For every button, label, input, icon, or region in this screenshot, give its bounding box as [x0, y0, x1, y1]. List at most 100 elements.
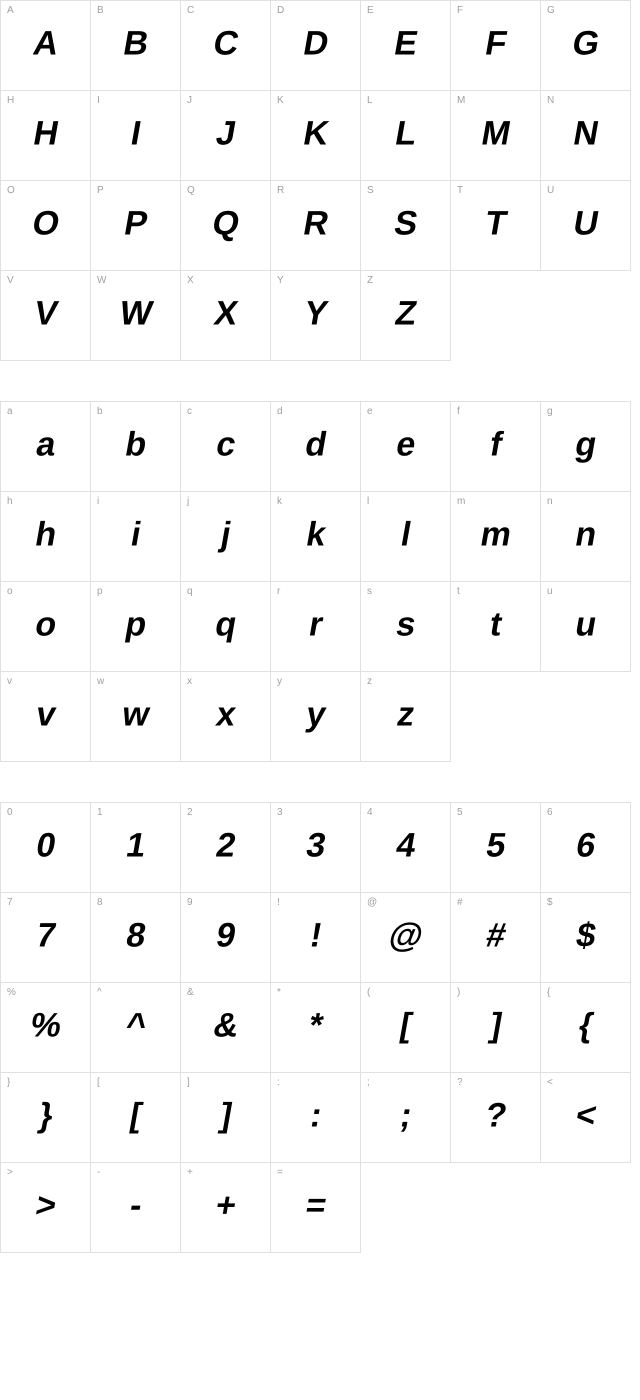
- cell-glyph: $: [573, 916, 599, 955]
- glyph-cell: GG: [541, 1, 631, 91]
- cell-label: S: [367, 185, 374, 196]
- cell-label: F: [457, 5, 463, 16]
- cell-label: N: [547, 95, 554, 106]
- cell-glyph: T: [482, 204, 510, 243]
- cell-glyph: u: [572, 605, 600, 644]
- glyph-cell: nn: [541, 492, 631, 582]
- glyph-cell: 55: [451, 803, 541, 893]
- glyph-cell: hh: [1, 492, 91, 582]
- cell-glyph: >: [32, 1186, 59, 1225]
- glyph-cell: 77: [1, 893, 91, 983]
- cell-glyph: K: [300, 114, 331, 153]
- glyph-grid: 00112233445566778899!!@@##$$%%^^&&**([)]…: [0, 802, 631, 1253]
- cell-glyph: C: [210, 24, 241, 63]
- glyph-cell: EE: [361, 1, 451, 91]
- cell-glyph: B: [120, 24, 151, 63]
- cell-label: }: [7, 1077, 10, 1088]
- cell-glyph: j: [217, 515, 233, 554]
- glyph-cell: 99: [181, 893, 271, 983]
- cell-label: V: [7, 275, 14, 286]
- cell-glyph: 8: [123, 916, 149, 955]
- cell-label: x: [187, 676, 192, 687]
- glyph-cell: DD: [271, 1, 361, 91]
- cell-glyph: D: [300, 24, 331, 63]
- cell-glyph: n: [572, 515, 600, 554]
- cell-glyph: M: [478, 114, 513, 153]
- cell-glyph: b: [122, 425, 150, 464]
- cell-label: p: [97, 586, 103, 597]
- cell-label: %: [7, 987, 16, 998]
- cell-glyph: w: [119, 695, 152, 734]
- glyph-cell: 00: [1, 803, 91, 893]
- cell-label: 9: [187, 897, 193, 908]
- cell-label: ): [457, 987, 460, 998]
- cell-glyph: N: [570, 114, 601, 153]
- cell-glyph: l: [397, 515, 413, 554]
- cell-label: I: [97, 95, 100, 106]
- glyph-cell: XX: [181, 271, 271, 361]
- cell-label: Y: [277, 275, 284, 286]
- cell-label: E: [367, 5, 374, 16]
- glyph-cell: ss: [361, 582, 451, 672]
- cell-label: G: [547, 5, 555, 16]
- cell-glyph: !: [306, 916, 324, 955]
- glyph-cell: ii: [91, 492, 181, 582]
- cell-glyph: J: [213, 114, 239, 153]
- glyph-cell: gg: [541, 402, 631, 492]
- cell-label: R: [277, 185, 284, 196]
- glyph-cell: <<: [541, 1073, 631, 1163]
- cell-glyph: }: [35, 1096, 55, 1135]
- cell-label: c: [187, 406, 192, 417]
- cell-glyph: ?: [482, 1096, 510, 1135]
- glyph-cell: LL: [361, 91, 451, 181]
- cell-label: 2: [187, 807, 193, 818]
- glyph-cell: &&: [181, 983, 271, 1073]
- cell-label: 7: [7, 897, 13, 908]
- cell-label: a: [7, 406, 13, 417]
- glyph-cell: 88: [91, 893, 181, 983]
- glyph-cell: @@: [361, 893, 451, 983]
- cell-label: &: [187, 987, 194, 998]
- cell-label: [: [97, 1077, 100, 1088]
- cell-label: {: [547, 987, 550, 998]
- cell-glyph: I: [127, 114, 143, 153]
- cell-glyph: h: [32, 515, 60, 554]
- cell-label: f: [457, 406, 460, 417]
- glyph-cell: pp: [91, 582, 181, 672]
- glyph-cell: ([: [361, 983, 451, 1073]
- cell-glyph: Q: [209, 204, 242, 243]
- glyph-cell: xx: [181, 672, 271, 762]
- glyph-cell: uu: [541, 582, 631, 672]
- glyph-cell: **: [271, 983, 361, 1073]
- cell-label: 8: [97, 897, 103, 908]
- cell-glyph: 4: [393, 826, 419, 865]
- glyph-cell: 11: [91, 803, 181, 893]
- glyph-section: 00112233445566778899!!@@##$$%%^^&&**([)]…: [0, 802, 640, 1253]
- glyph-section: aabbccddeeffgghhiijjkkllmmnnooppqqrrsstt…: [0, 401, 640, 762]
- cell-label: Q: [187, 185, 195, 196]
- glyph-cell: mm: [451, 492, 541, 582]
- glyph-cell: YY: [271, 271, 361, 361]
- cell-label: P: [97, 185, 104, 196]
- glyph-cell: 44: [361, 803, 451, 893]
- cell-glyph: U: [570, 204, 601, 243]
- cell-glyph: S: [391, 204, 421, 243]
- cell-label: t: [457, 586, 460, 597]
- cell-label: X: [187, 275, 194, 286]
- glyph-cell: OO: [1, 181, 91, 271]
- cell-label: L: [367, 95, 373, 106]
- glyph-cell: ]]: [181, 1073, 271, 1163]
- cell-glyph: v: [33, 695, 59, 734]
- glyph-cell: aa: [1, 402, 91, 492]
- cell-label: M: [457, 95, 465, 106]
- glyph-cell: dd: [271, 402, 361, 492]
- cell-glyph: 0: [33, 826, 59, 865]
- cell-glyph: 1: [123, 826, 149, 865]
- cell-glyph: V: [31, 294, 61, 333]
- cell-label: ]: [187, 1077, 190, 1088]
- glyph-cell: TT: [451, 181, 541, 271]
- cell-label: r: [277, 586, 280, 597]
- cell-glyph: ^: [122, 1006, 149, 1045]
- glyph-cell: 33: [271, 803, 361, 893]
- glyph-cell: ==: [271, 1163, 361, 1253]
